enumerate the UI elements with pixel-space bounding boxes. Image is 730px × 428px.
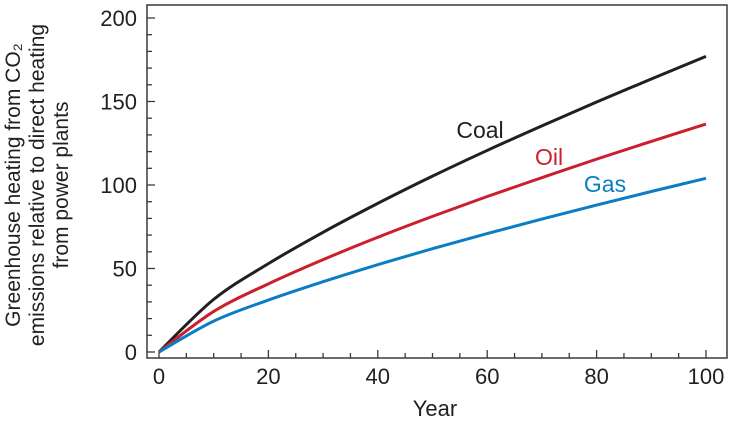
y-axis-label-line-3: from power plants [50, 102, 73, 269]
series-label-oil: Oil [535, 144, 563, 170]
series-label-gas: Gas [584, 171, 626, 197]
x-tick-label: 20 [256, 364, 280, 389]
series-line-gas [158, 176, 707, 354]
series-line-coal [157, 55, 707, 354]
y-tick-label: 50 [113, 257, 137, 282]
x-tick-label: 60 [475, 364, 499, 389]
plot-frame [146, 4, 728, 359]
y-axis-label-line-1: Greenhouse heating from CO₂ [2, 43, 25, 327]
x-tick-label: 40 [366, 364, 390, 389]
y-tick-label: 100 [100, 173, 137, 198]
x-tick-label: 100 [688, 364, 725, 389]
y-tick-label: 0 [125, 340, 137, 365]
x-axis-label: Year [413, 396, 457, 421]
y-axis-label-line-2: emissions relative to direct heating [26, 24, 49, 346]
series-line-oil [158, 122, 707, 354]
y-tick-label: 150 [100, 90, 137, 115]
x-tick-label: 80 [584, 364, 608, 389]
series-label-coal: Coal [456, 117, 503, 143]
y-tick-label: 200 [100, 6, 137, 31]
x-tick-label: 0 [153, 364, 165, 389]
